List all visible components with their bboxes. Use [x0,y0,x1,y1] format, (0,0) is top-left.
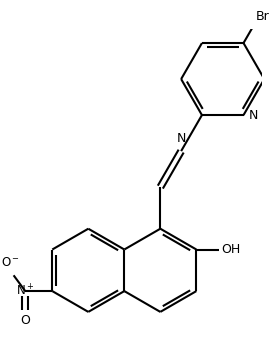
Text: N: N [177,132,186,145]
Text: OH: OH [221,243,240,256]
Text: $\mathdefault{N}^+$: $\mathdefault{N}^+$ [16,284,35,299]
Text: Br: Br [256,10,270,23]
Text: $\mathdefault{O}^-$: $\mathdefault{O}^-$ [1,256,20,270]
Text: O: O [20,314,30,327]
Text: N: N [249,108,258,122]
